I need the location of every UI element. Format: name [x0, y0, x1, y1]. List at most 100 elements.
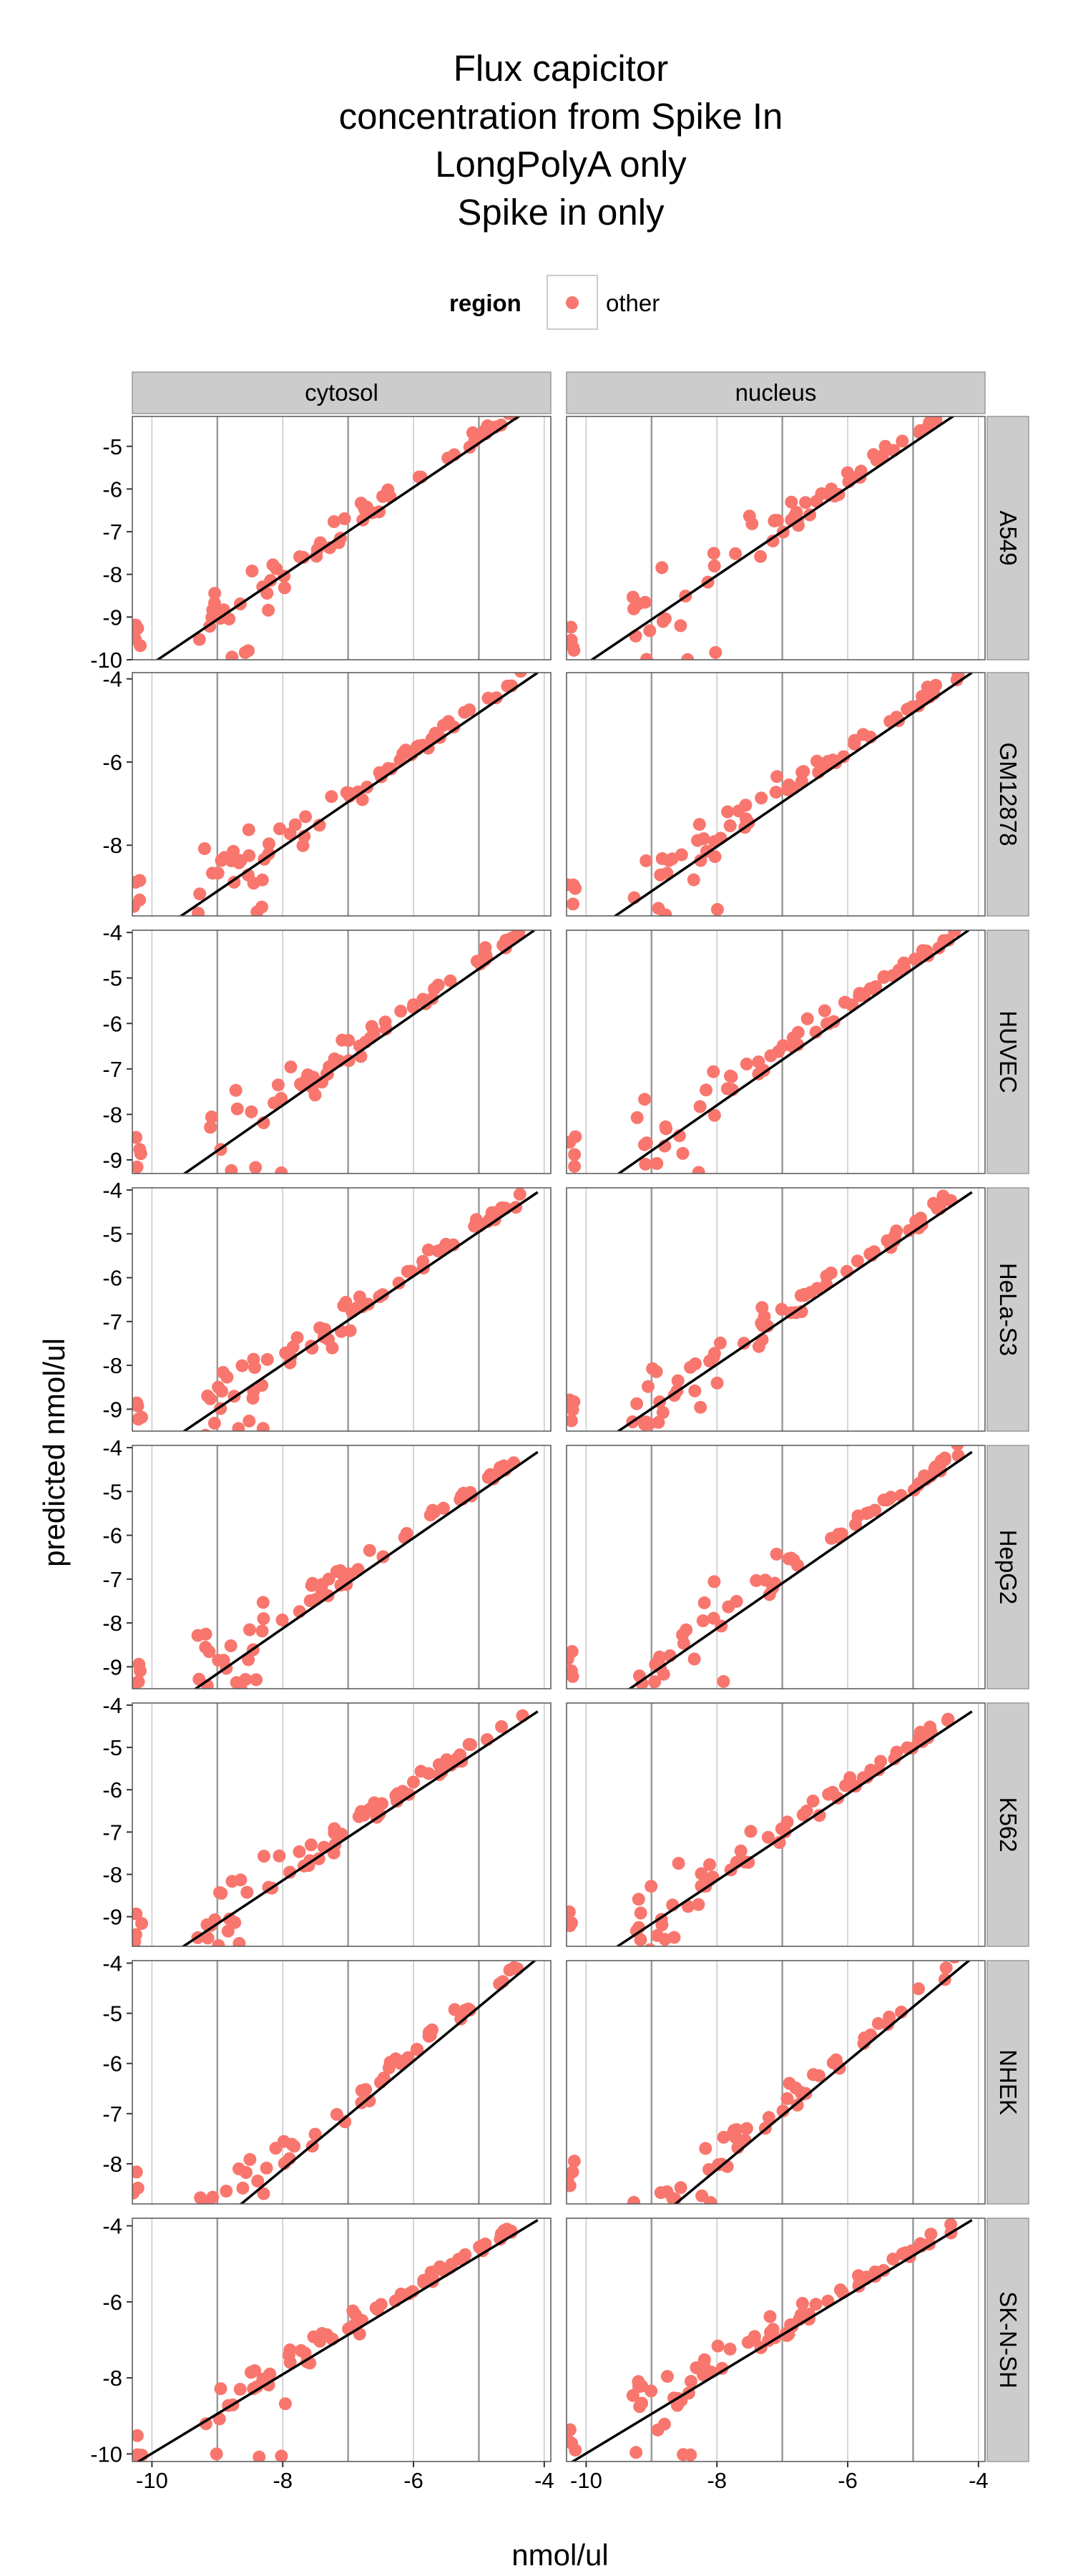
y-tick-label: -5 [102, 434, 122, 459]
y-tick-label: -10 [90, 2441, 122, 2467]
data-point [283, 2343, 297, 2356]
data-point [339, 1296, 353, 1309]
data-point [500, 2223, 514, 2236]
y-tick-label: -8 [102, 1102, 122, 1127]
data-point [407, 1775, 420, 1789]
data-point [212, 1380, 225, 1394]
data-point [212, 1938, 225, 1946]
y-tick-label: -8 [102, 1862, 122, 1887]
facet-panels: cytosol nucleus A549 -10 -9 -8 -7 -6 -5 GM12878 -8… [90, 371, 1029, 2493]
data-point [428, 982, 441, 996]
data-point [251, 2175, 265, 2187]
strip-nucleus [566, 371, 986, 414]
fit-line [617, 930, 970, 1174]
data-point [717, 1674, 730, 1688]
data-point [277, 2135, 290, 2148]
data-point [371, 2303, 384, 2316]
panel-K562-nucleus [566, 1702, 986, 1947]
data-point [740, 2122, 753, 2135]
y-tick-label: -5 [102, 966, 122, 991]
fit-line [589, 416, 956, 660]
data-point [694, 1400, 707, 1414]
data-point [635, 2379, 649, 2393]
x-tick-label: -6 [838, 2468, 858, 2493]
data-point [381, 483, 395, 497]
data-point [220, 2185, 233, 2198]
data-point [629, 2446, 643, 2459]
data-point [797, 765, 810, 779]
points [132, 930, 526, 1174]
data-point [567, 2155, 581, 2168]
data-point [685, 2375, 697, 2388]
data-point [569, 1130, 582, 1143]
data-point [308, 2127, 322, 2141]
data-point [461, 2002, 475, 2016]
data-point [741, 2336, 755, 2349]
data-point [656, 615, 670, 628]
data-point [674, 2181, 687, 2195]
panel-border [566, 2218, 986, 2462]
y-tick-label: -4 [102, 920, 122, 945]
data-point [391, 1787, 404, 1800]
data-point [257, 1612, 270, 1626]
data-point [368, 1796, 381, 1810]
data-point [428, 726, 442, 740]
data-point [135, 1410, 148, 1424]
data-point [635, 1677, 649, 1689]
data-point [352, 1810, 366, 1823]
data-point [656, 1406, 670, 1419]
data-point [253, 2450, 266, 2462]
data-point [929, 678, 943, 692]
strip-label-nucleus: nucleus [735, 379, 817, 406]
y-tick-label: -8 [102, 833, 122, 858]
data-point [680, 1623, 693, 1636]
panel-background [567, 1961, 985, 2204]
points [567, 930, 961, 1174]
data-point [343, 1324, 357, 1337]
data-point [338, 512, 351, 525]
data-point [912, 1982, 925, 1996]
data-point [927, 1196, 941, 1210]
data-point [694, 854, 707, 867]
points [567, 1712, 955, 1946]
data-point [315, 2327, 329, 2341]
data-point [132, 2429, 144, 2442]
data-point [677, 2448, 690, 2462]
fit-line [136, 2219, 539, 2462]
data-point [788, 509, 802, 522]
data-point [824, 1267, 838, 1279]
data-point [843, 1771, 857, 1785]
strip-label-HeLa-S3: HeLa-S3 [995, 1263, 1021, 1356]
data-point [787, 781, 800, 795]
data-point [255, 900, 268, 914]
data-point [401, 1264, 414, 1278]
data-point [870, 454, 883, 467]
data-point [288, 2140, 301, 2153]
data-point [224, 2203, 228, 2204]
data-point [205, 1111, 218, 1123]
data-point [660, 2370, 674, 2384]
data-point [199, 1627, 212, 1641]
data-point [921, 949, 935, 962]
y-tick-label: -7 [102, 1057, 122, 1082]
y-tick-label: -6 [102, 1011, 122, 1036]
data-point [677, 1636, 690, 1650]
data-point [310, 550, 323, 563]
data-point [258, 1850, 270, 1863]
data-point [207, 1417, 221, 1430]
data-point [886, 2253, 900, 2265]
data-point [567, 1645, 579, 1658]
data-point [924, 2228, 938, 2241]
data-point [951, 1445, 964, 1451]
y-tick-label: -7 [102, 1820, 122, 1845]
data-point [692, 1166, 705, 1174]
data-point [672, 1857, 685, 1870]
data-point [474, 957, 487, 971]
data-point [436, 1242, 449, 1256]
y-tick-label: -6 [102, 477, 122, 502]
data-point [299, 1074, 313, 1088]
data-point [657, 1667, 670, 1681]
data-point [359, 2083, 373, 2097]
data-point [881, 2018, 895, 2031]
